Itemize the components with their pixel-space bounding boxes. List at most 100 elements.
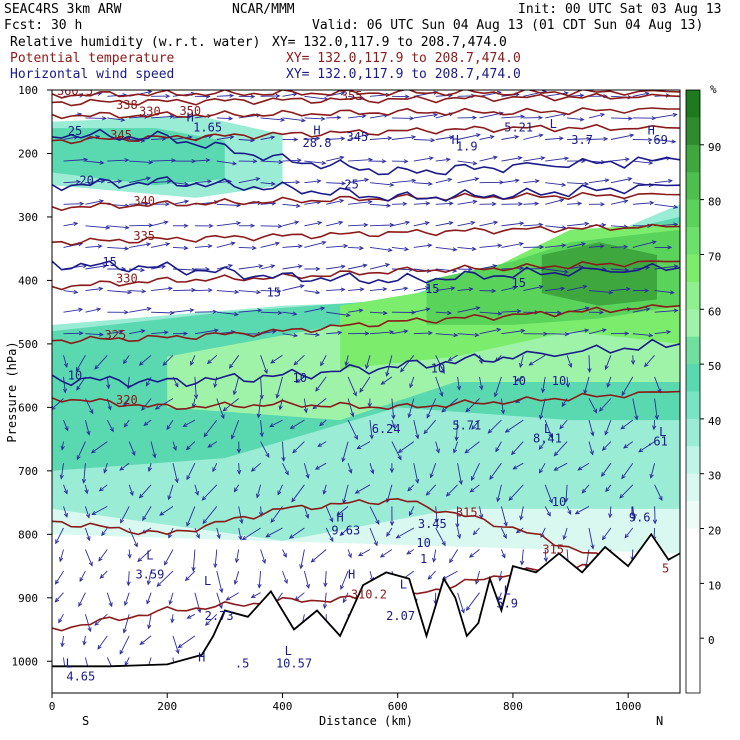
wind-vector xyxy=(433,549,437,562)
wind-vector xyxy=(567,243,586,248)
wind-vector-head xyxy=(140,267,146,273)
wind-vector xyxy=(426,484,437,496)
wind-vector-head xyxy=(315,386,320,392)
wind-vector-head xyxy=(517,155,523,161)
wind-vector xyxy=(479,156,498,162)
wind-vector xyxy=(400,355,415,373)
wind-vector-head xyxy=(76,179,82,185)
wind-vector-head xyxy=(105,225,111,230)
colorbar-swatch xyxy=(686,473,700,502)
wind-vector xyxy=(151,265,166,270)
wind-vector xyxy=(347,376,357,396)
wind-vector xyxy=(494,376,502,397)
wind-vector-head xyxy=(541,388,546,394)
x-tick-label: 1000 xyxy=(615,700,642,713)
wind-vector-head xyxy=(503,521,508,527)
wind-vector xyxy=(545,157,569,162)
wind-vector xyxy=(94,613,108,626)
wind-vector-head xyxy=(518,241,525,247)
wind-vector-head xyxy=(363,222,369,228)
wind-vector xyxy=(653,420,656,430)
wind-vector-head xyxy=(395,534,401,539)
wind-vector xyxy=(147,571,152,585)
wind-vector xyxy=(166,419,174,430)
wind-vector-head xyxy=(87,627,92,633)
wind-vector-head xyxy=(291,497,296,503)
wind-vector xyxy=(106,419,114,432)
wind-label: .69 xyxy=(646,133,668,147)
wind-vector xyxy=(238,265,263,270)
wind-vector-head xyxy=(314,465,320,470)
terrain-fill xyxy=(52,534,680,693)
wind-vector-head xyxy=(213,563,218,569)
wind-vector-head xyxy=(142,516,147,522)
wind-vector-head xyxy=(368,157,374,162)
wind-vector-head xyxy=(340,287,346,292)
wind-vector-head xyxy=(387,247,393,253)
wind-vector-head xyxy=(294,220,300,225)
wind-label: 2.07 xyxy=(386,609,415,623)
wind-vector xyxy=(567,223,589,227)
wind-vector-head xyxy=(364,331,370,336)
theta-label: 325 xyxy=(105,328,127,342)
wind-vector-head xyxy=(370,469,375,475)
wind-vector xyxy=(342,441,349,462)
wind-vector-head xyxy=(406,550,412,555)
theta-contour-350 xyxy=(52,107,680,120)
wind-vector xyxy=(150,221,168,227)
wind-vector-head xyxy=(317,220,323,226)
wind-vector xyxy=(470,484,480,493)
wind-vector-head xyxy=(358,308,364,313)
wind-vector-head xyxy=(386,531,391,537)
wind-vector-head xyxy=(300,118,306,123)
wind-vector xyxy=(276,376,283,399)
theta-contour-355 xyxy=(52,92,680,107)
wind-vector xyxy=(186,506,196,527)
wind-vector xyxy=(257,398,262,418)
wind-vector xyxy=(319,419,327,426)
wind-vector-head xyxy=(144,201,150,206)
wind-vector xyxy=(610,200,628,205)
wind-vector xyxy=(304,201,321,205)
wind-vector xyxy=(172,309,194,313)
wind-vector xyxy=(621,376,634,396)
wind-vector-head xyxy=(250,467,256,472)
wind-vector xyxy=(106,592,113,607)
wind-vector xyxy=(391,246,409,250)
extremum-marker: 1 xyxy=(420,552,427,566)
wind-vector xyxy=(85,160,104,164)
wind-vector xyxy=(654,506,656,524)
wind-vector-head xyxy=(225,596,231,601)
wind-vector xyxy=(326,265,345,270)
wind-vector xyxy=(442,570,458,580)
wind-vector xyxy=(473,527,480,535)
wind-vector xyxy=(282,570,288,584)
plot-area: 320 325 330 335 340 345 350 355 360.5 315 310.2 338… xyxy=(51,89,681,694)
wind-vector xyxy=(584,376,590,394)
wind-vector-head xyxy=(426,413,431,419)
wind-vector xyxy=(654,331,671,335)
wind-label: 3.45 xyxy=(418,517,447,531)
wind-vector-head xyxy=(75,366,80,372)
wind-vector-head xyxy=(427,243,433,248)
wind-vector-head xyxy=(667,178,673,184)
wind-vector xyxy=(85,288,103,292)
wind-vector-head xyxy=(624,331,630,336)
wind-vector xyxy=(52,398,64,410)
wind-vector-head xyxy=(359,287,365,292)
wind-vector-head xyxy=(352,391,357,397)
wind-vector-head xyxy=(391,414,396,420)
wind-vector-head xyxy=(256,289,262,295)
wind-vector-head xyxy=(389,521,395,527)
wind-vector-head xyxy=(78,307,84,312)
wind-vector xyxy=(260,202,276,205)
wind-vector xyxy=(128,527,138,547)
wind-vector xyxy=(282,221,299,227)
wind-vector-head xyxy=(647,137,653,142)
wind-vector-head xyxy=(216,534,221,540)
wind-vector xyxy=(632,333,653,337)
wind-vector-head xyxy=(119,466,125,471)
wind-vector-head xyxy=(129,491,134,497)
wind-vector-head xyxy=(604,365,609,371)
colorbar-tick-label: 20 xyxy=(708,525,721,538)
